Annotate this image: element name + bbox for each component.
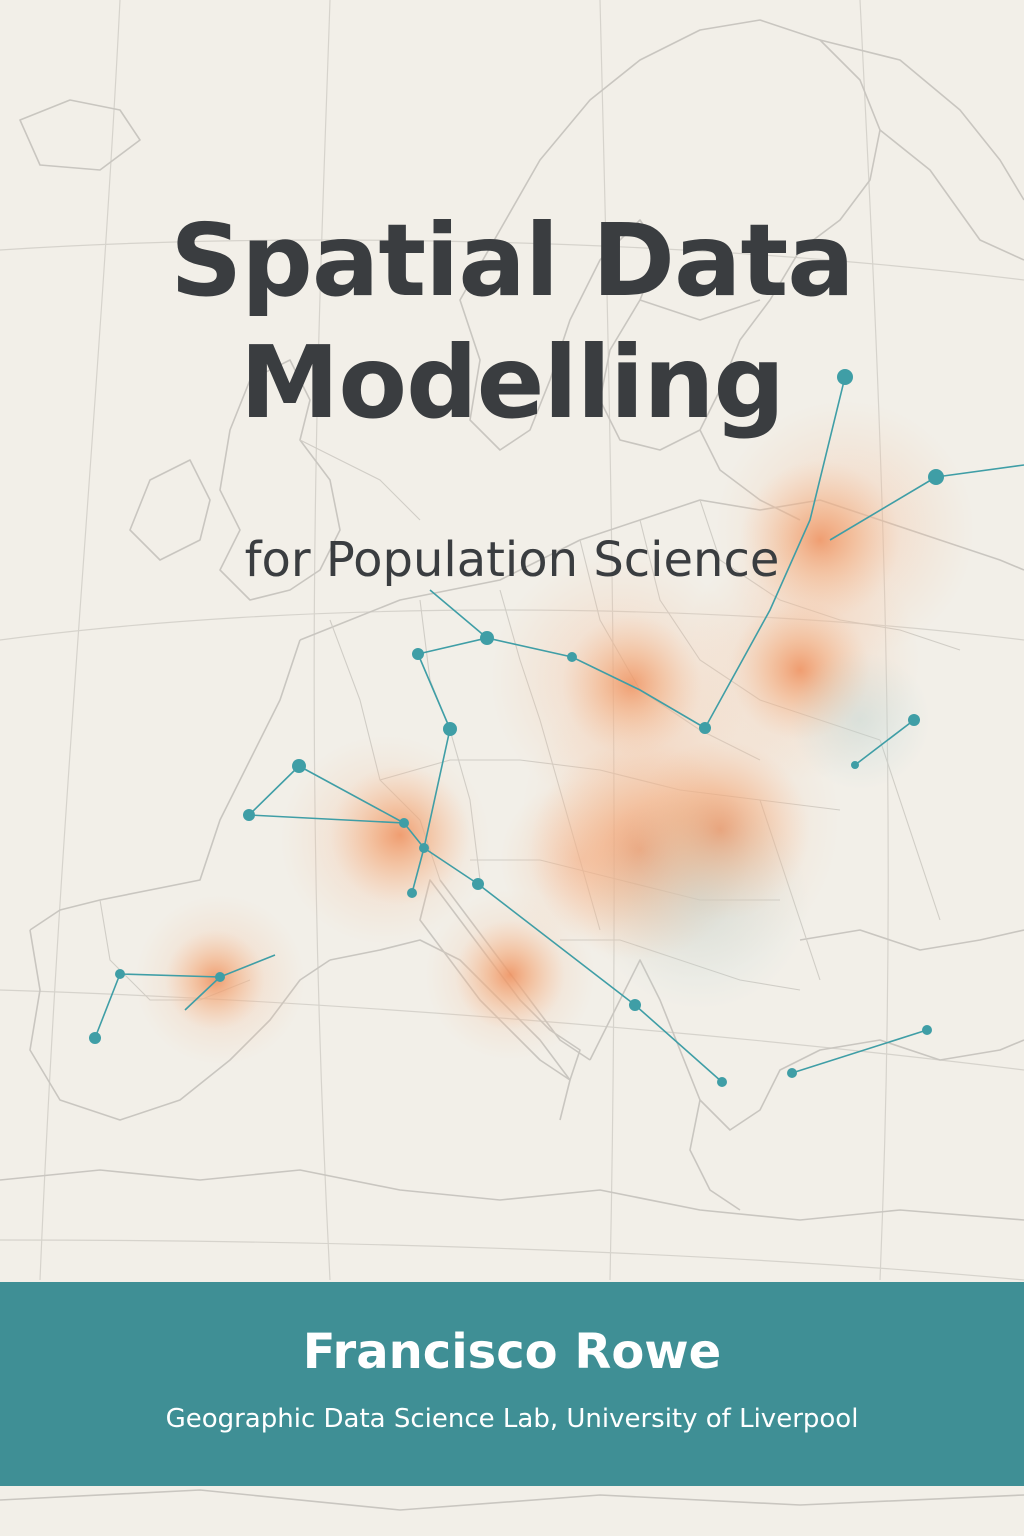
coastlines xyxy=(0,19,1024,1511)
title-line-1: Spatial Data xyxy=(170,202,855,319)
author-band: Francisco Rowe Geographic Data Science L… xyxy=(0,1282,1024,1486)
book-subtitle: for Population Science xyxy=(244,532,780,588)
population-hotspots xyxy=(135,400,975,1065)
network-nodes xyxy=(89,369,944,1087)
book-title: Spatial Data Modelling xyxy=(0,200,1024,444)
author-affiliation: Geographic Data Science Lab, University … xyxy=(165,1404,859,1434)
author-name: Francisco Rowe xyxy=(302,1324,722,1380)
title-line-2: Modelling xyxy=(239,324,785,441)
